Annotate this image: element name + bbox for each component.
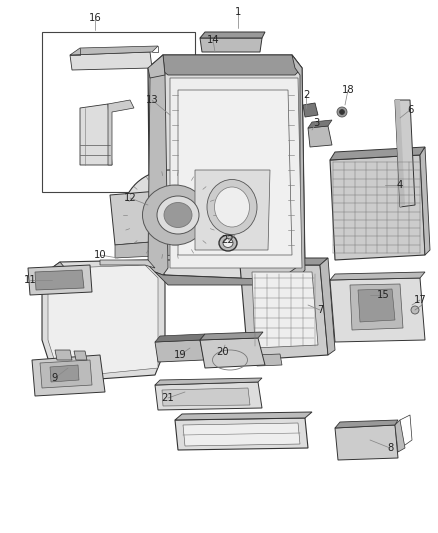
Polygon shape [420,147,430,255]
Text: 14: 14 [207,35,219,45]
Ellipse shape [219,235,237,251]
Polygon shape [252,272,318,348]
Polygon shape [175,412,312,420]
Polygon shape [195,170,270,250]
Text: 10: 10 [94,250,106,260]
Polygon shape [48,265,158,375]
Polygon shape [108,100,134,165]
Text: 17: 17 [413,295,426,305]
Polygon shape [330,147,425,160]
Ellipse shape [337,107,347,117]
Polygon shape [70,52,152,70]
Ellipse shape [123,170,218,260]
Polygon shape [28,265,92,295]
Polygon shape [74,351,87,360]
Polygon shape [80,104,112,165]
Polygon shape [170,78,302,268]
Polygon shape [255,354,282,366]
Polygon shape [110,190,175,245]
Text: 22: 22 [222,235,234,245]
Ellipse shape [207,180,257,235]
Polygon shape [155,334,205,342]
Polygon shape [178,90,292,255]
Text: 2: 2 [303,90,309,100]
Polygon shape [42,260,165,380]
Polygon shape [155,55,302,75]
Ellipse shape [215,187,250,227]
Polygon shape [155,340,204,362]
Polygon shape [200,38,262,52]
Polygon shape [240,258,328,265]
Text: 8: 8 [387,443,393,453]
Ellipse shape [157,196,199,234]
Polygon shape [395,420,405,452]
Polygon shape [240,265,328,360]
Ellipse shape [223,238,233,247]
Polygon shape [50,365,79,382]
Text: 20: 20 [217,347,230,357]
Polygon shape [35,270,84,290]
Text: 21: 21 [162,393,174,403]
Text: 1: 1 [235,7,241,17]
Text: 6: 6 [407,105,413,115]
Polygon shape [32,355,105,396]
Text: 19: 19 [173,350,187,360]
Text: 15: 15 [377,290,389,300]
Polygon shape [100,260,155,268]
Polygon shape [55,350,72,360]
Polygon shape [183,423,300,446]
Ellipse shape [164,203,192,228]
Polygon shape [330,278,425,342]
Polygon shape [155,382,262,410]
Polygon shape [308,126,332,147]
Polygon shape [155,378,262,385]
Ellipse shape [411,306,419,314]
Polygon shape [308,120,332,128]
Ellipse shape [339,109,345,115]
Polygon shape [320,258,335,355]
Polygon shape [200,338,265,368]
Polygon shape [200,332,263,340]
Polygon shape [70,46,158,55]
Text: 18: 18 [342,85,354,95]
Polygon shape [303,103,318,117]
Bar [42,32,195,192]
Polygon shape [155,272,298,285]
Polygon shape [350,284,403,330]
Polygon shape [285,55,305,280]
Polygon shape [335,420,398,428]
Text: 4: 4 [397,180,403,190]
Polygon shape [330,155,425,260]
Polygon shape [115,240,175,258]
Text: 9: 9 [52,373,58,383]
Polygon shape [175,418,308,450]
Polygon shape [200,32,265,38]
Polygon shape [148,55,168,275]
Text: 11: 11 [24,275,36,285]
Polygon shape [40,360,92,388]
Text: 16: 16 [88,13,101,23]
Polygon shape [358,289,395,322]
Polygon shape [148,55,165,78]
Polygon shape [395,100,405,207]
Text: 3: 3 [313,118,319,128]
Polygon shape [42,262,65,278]
Polygon shape [162,388,250,406]
Polygon shape [330,272,425,280]
Ellipse shape [142,185,208,245]
Text: 7: 7 [317,305,323,315]
Polygon shape [148,55,305,280]
Text: 13: 13 [146,95,158,105]
Polygon shape [395,100,415,207]
Polygon shape [335,425,398,460]
Text: 12: 12 [124,193,136,203]
